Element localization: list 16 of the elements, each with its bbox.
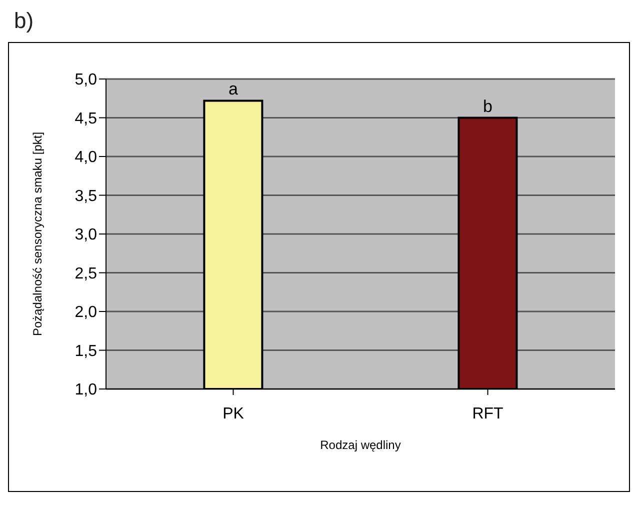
y-tick-label: 2,5 [74,265,98,282]
chart-title: b) [14,8,35,34]
y-tick-label: 2,0 [74,304,98,322]
x-axis-title: Rodzaj wędliny [320,438,401,452]
annotation: a [228,80,239,99]
y-tick-label: 4,5 [74,110,98,128]
y-tick-label: 4,0 [74,149,98,166]
x-tick-label: RFT [472,405,504,422]
x-tick-label: PK [222,405,244,422]
annotation: b [483,96,492,116]
y-tick-label: 3,0 [74,226,98,244]
y-axis-title: Pożądalność sensoryczna smaku [pkt] [30,132,44,336]
y-tick-label: 3,5 [74,188,98,205]
y-tick-label: 5,0 [74,72,98,89]
y-tick-label: 1,5 [74,342,98,360]
y-tick-label: 1,0 [74,382,98,399]
